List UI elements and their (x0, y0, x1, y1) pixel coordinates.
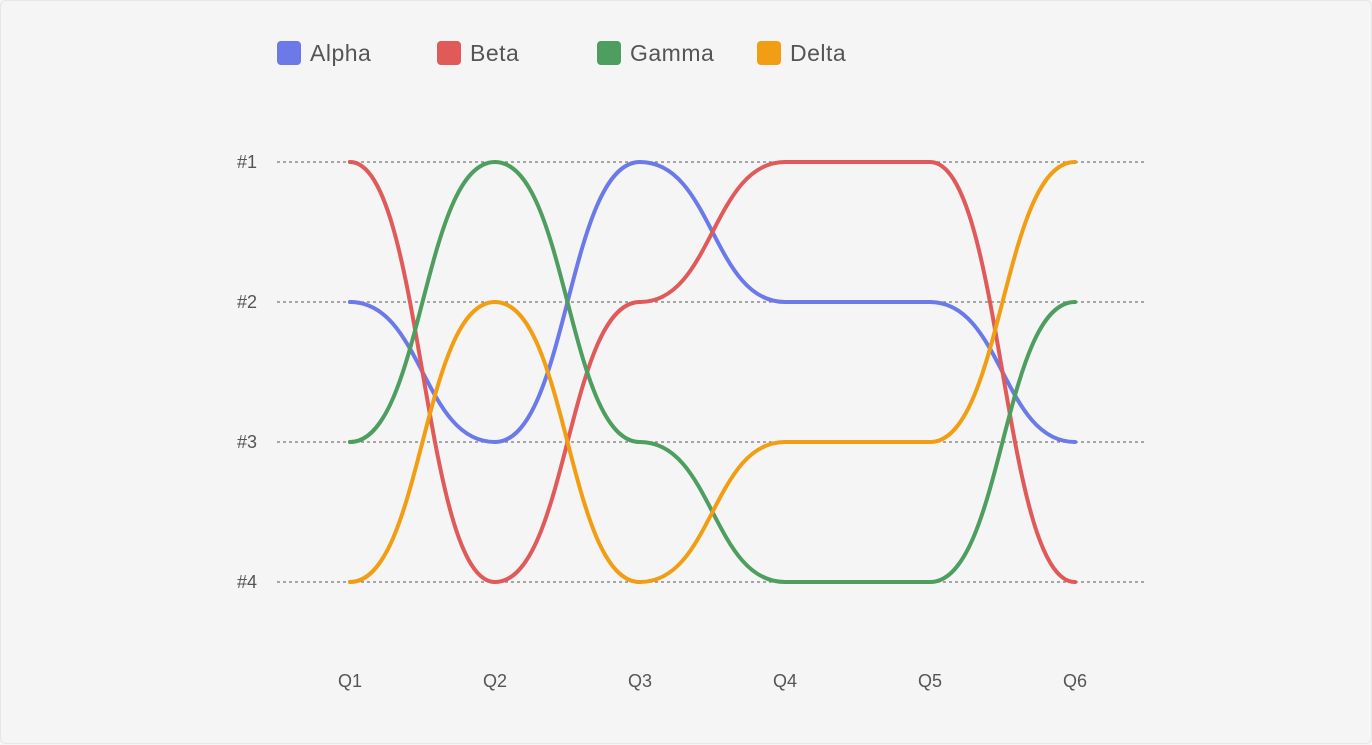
data-point-delta-q1 (348, 580, 352, 584)
y-tick-label: #4 (237, 572, 257, 592)
data-point-delta-q4 (783, 440, 787, 444)
data-point-gamma-q3 (638, 440, 642, 444)
series-line-alpha (348, 160, 1077, 444)
legend-item-gamma: Gamma (597, 40, 714, 66)
data-point-beta-q5 (928, 160, 932, 164)
y-axis-ticks: #1 #2 #3 #4 (237, 152, 257, 592)
legend-swatch (597, 41, 621, 65)
data-point-delta-q6 (1073, 160, 1077, 164)
y-tick-label: #3 (237, 432, 257, 452)
data-point-beta-q6 (1073, 580, 1077, 584)
x-tick-label: Q2 (483, 671, 507, 691)
legend-item-delta: Delta (757, 40, 846, 66)
data-point-alpha-q2 (493, 440, 497, 444)
legend-label: Gamma (630, 40, 714, 66)
data-point-gamma-q2 (493, 160, 497, 164)
legend-label: Beta (470, 40, 519, 66)
legend-item-alpha: Alpha (277, 40, 371, 66)
legend-swatch (277, 41, 301, 65)
data-point-alpha-q3 (638, 160, 642, 164)
x-tick-label: Q6 (1063, 671, 1087, 691)
data-point-beta-q3 (638, 300, 642, 304)
legend: Alpha Beta Gamma Delta (277, 40, 846, 66)
data-point-alpha-q6 (1073, 440, 1077, 444)
legend-item-beta: Beta (437, 40, 519, 66)
data-point-alpha-q4 (783, 300, 787, 304)
x-tick-label: Q5 (918, 671, 942, 691)
series-line-delta (348, 160, 1077, 584)
data-point-delta-q2 (493, 300, 497, 304)
data-point-delta-q5 (928, 440, 932, 444)
data-point-delta-q3 (638, 580, 642, 584)
y-tick-label: #1 (237, 152, 257, 172)
data-point-gamma-q4 (783, 580, 787, 584)
y-tick-label: #2 (237, 292, 257, 312)
legend-swatch (757, 41, 781, 65)
gridlines (277, 161, 1146, 583)
x-tick-label: Q3 (628, 671, 652, 691)
data-point-beta-q2 (493, 580, 497, 584)
data-point-alpha-q1 (348, 300, 352, 304)
series-line-beta (348, 159, 1077, 584)
x-tick-label: Q1 (338, 671, 362, 691)
data-point-beta-q1 (348, 160, 352, 164)
series-lines (348, 159, 1077, 584)
legend-swatch (437, 41, 461, 65)
data-point-gamma-q1 (348, 440, 352, 444)
data-point-beta-q4 (783, 160, 787, 164)
legend-label: Delta (790, 40, 846, 66)
data-point-gamma-q6 (1073, 300, 1077, 304)
data-point-alpha-q5 (928, 300, 932, 304)
legend-label: Alpha (310, 40, 371, 66)
series-line-gamma (348, 160, 1077, 584)
x-tick-label: Q4 (773, 671, 797, 691)
data-point-gamma-q5 (928, 580, 932, 584)
x-axis-ticks: Q1 Q2 Q3 Q4 Q5 Q6 (338, 671, 1087, 691)
